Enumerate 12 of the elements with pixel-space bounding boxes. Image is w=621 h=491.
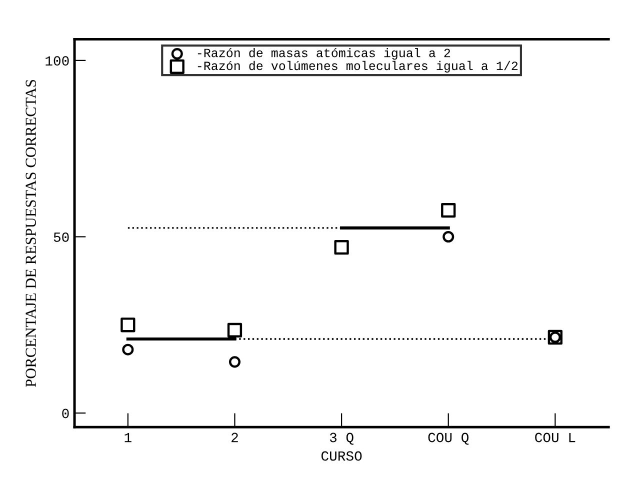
- y-tick-label: 100: [46, 56, 69, 66]
- x-tick-label: COU Q: [428, 432, 469, 445]
- x-axis-title: CURSO: [321, 451, 362, 461]
- legend-label: -Razón de volúmenes moleculares igual a 1/2: [198, 60, 518, 73]
- x-tick-label: 3 Q: [330, 432, 354, 445]
- legend-label: -Razón de masas atómicas igual a 2: [198, 48, 450, 60]
- y-axis-title: PORCENTAJE DE RESPUESTAS CORRECTAS: [26, 80, 36, 387]
- y-tick-label: 0: [62, 408, 69, 418]
- x-tick-label: 1: [124, 432, 132, 442]
- x-tick-label: 2: [232, 432, 238, 442]
- x-tick-label: COU L: [535, 432, 576, 442]
- y-tick-label: 50: [54, 232, 69, 242]
